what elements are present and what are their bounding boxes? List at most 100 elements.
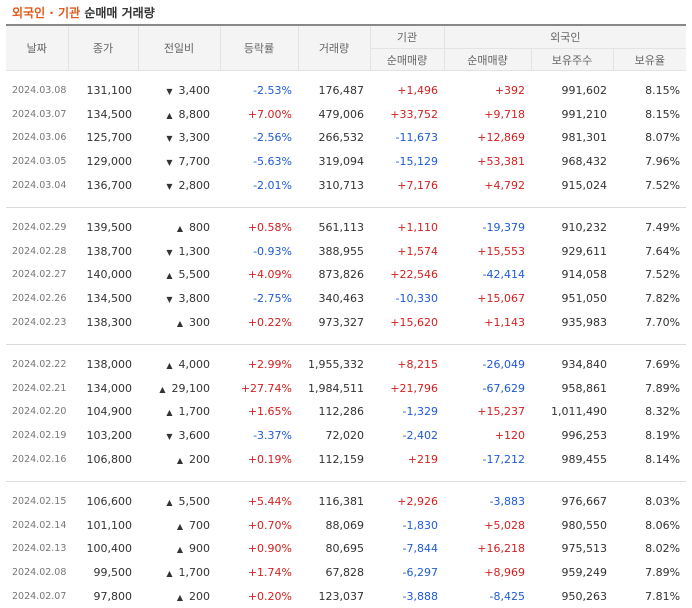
- cell-inst-net-value: +1,574: [397, 244, 438, 258]
- cell-date: 2024.02.13: [6, 537, 68, 561]
- col-header-foreign-net: 순매매량: [443, 48, 531, 71]
- cell-date: 2024.03.08: [6, 79, 68, 103]
- cell-holdings-value: 915,024: [561, 178, 608, 192]
- col-group-foreign: 외국인: [443, 24, 687, 50]
- cell-close: 134,500: [68, 287, 138, 311]
- up-triangle-icon: ▲: [166, 498, 173, 508]
- row-spacer: [6, 333, 687, 345]
- cell-close-value: 104,900: [86, 405, 133, 419]
- cell-ratio: 7.49%: [613, 216, 686, 240]
- cell-close-value: 106,800: [86, 452, 133, 466]
- cell-change-value: 200: [189, 589, 210, 603]
- cell-rate: +1.74%: [220, 561, 298, 585]
- cell-ratio: 7.82%: [613, 287, 686, 311]
- cell-ratio-value: 8.02%: [645, 542, 681, 556]
- cell-foreign-net-value: -26,049: [482, 358, 525, 372]
- cell-rate: -0.93%: [220, 240, 298, 264]
- cell-rate-value: +0.20%: [247, 589, 292, 603]
- cell-close: 106,800: [68, 447, 138, 471]
- cell-close: 97,800: [68, 584, 138, 608]
- cell-volume: 873,826: [298, 263, 370, 287]
- cell-volume: 72,020: [298, 424, 370, 448]
- cell-inst-net-value: +8,215: [397, 358, 438, 372]
- cell-inst-net: +7,176: [370, 173, 444, 197]
- cell-foreign-net-value: +15,553: [477, 244, 525, 258]
- cell-ratio-value: 8.06%: [645, 518, 681, 532]
- cell-change-value: 8,800: [178, 107, 211, 121]
- cell-close: 134,000: [68, 377, 138, 401]
- up-triangle-icon: ▲: [166, 408, 173, 418]
- cell-volume-value: 388,955: [318, 244, 365, 258]
- cell-volume: 1,955,332: [298, 353, 370, 377]
- cell-volume-value: 319,094: [318, 155, 365, 169]
- cell-close-value: 125,700: [86, 131, 133, 145]
- cell-volume-value: 112,286: [318, 405, 365, 419]
- cell-change-value: 700: [189, 518, 210, 532]
- cell-volume: 1,984,511: [298, 377, 370, 401]
- table-row: 2024.02.16 106,800 ▲ 200 +0.19% 112,159 +219 -1…: [6, 447, 686, 471]
- cell-close: 139,500: [68, 216, 138, 240]
- cell-date: 2024.02.23: [6, 310, 68, 334]
- cell-inst-net-value: +1,496: [397, 84, 438, 98]
- cell-date-value: 2024.03.07: [12, 108, 67, 120]
- cell-holdings: 959,249: [531, 561, 613, 585]
- table-row: 2024.02.07 97,800 ▲ 200 +0.20% 123,037 -3,888 -…: [6, 584, 686, 608]
- cell-change: ▼ 2,800: [138, 173, 220, 197]
- up-triangle-icon: ▲: [166, 568, 173, 578]
- cell-date-value: 2024.02.13: [12, 543, 67, 555]
- cell-inst-net: -2,402: [370, 424, 444, 448]
- cell-rate: -2.53%: [220, 79, 298, 103]
- cell-date: 2024.02.16: [6, 447, 68, 471]
- cell-holdings: 976,667: [531, 490, 613, 514]
- cell-volume: 388,955: [298, 240, 370, 264]
- cell-foreign-net-value: -17,212: [482, 452, 525, 466]
- col-header-volume: 거래량: [297, 24, 370, 71]
- cell-holdings-value: 980,550: [561, 518, 608, 532]
- cell-rate: -5.63%: [220, 150, 298, 174]
- cell-volume: 112,286: [298, 400, 370, 424]
- row-spacer: [6, 470, 687, 482]
- cell-holdings: 929,611: [531, 240, 613, 264]
- cell-volume: 973,327: [298, 310, 370, 334]
- cell-close-value: 101,100: [86, 518, 133, 532]
- table-row: 2024.02.13 100,400 ▲ 900 +0.90% 80,695 -7,844 +…: [6, 537, 686, 561]
- cell-holdings: 950,263: [531, 584, 613, 608]
- cell-date: 2024.03.07: [6, 103, 68, 127]
- cell-ratio-value: 7.64%: [645, 244, 681, 258]
- cell-change: ▼ 3,400: [138, 79, 220, 103]
- cell-close: 129,000: [68, 150, 138, 174]
- cell-holdings: 980,550: [531, 514, 613, 538]
- cell-inst-net: +22,546: [370, 263, 444, 287]
- cell-volume-value: 479,006: [318, 107, 365, 121]
- cell-close: 138,700: [68, 240, 138, 264]
- cell-holdings: 951,050: [531, 287, 613, 311]
- cell-volume: 116,381: [298, 490, 370, 514]
- cell-change: ▲ 4,000: [138, 353, 220, 377]
- cell-change-value: 1,300: [178, 244, 211, 258]
- cell-rate-value: +1.74%: [247, 565, 292, 579]
- table-row: 2024.02.19 103,200 ▼ 3,600 -3.37% 72,020 -2,40…: [6, 424, 686, 448]
- cell-volume-value: 123,037: [318, 589, 365, 603]
- cell-close-value: 97,800: [93, 589, 133, 603]
- table-row: 2024.02.26 134,500 ▼ 3,800 -2.75% 340,463 -10,…: [6, 287, 686, 311]
- up-triangle-icon: ▲: [166, 110, 173, 120]
- up-triangle-icon: ▲: [176, 545, 183, 555]
- cell-close: 99,500: [68, 561, 138, 585]
- cell-change-value: 800: [189, 221, 210, 235]
- cell-inst-net-value: -7,844: [402, 542, 438, 556]
- cell-ratio-value: 8.03%: [645, 495, 681, 509]
- cell-rate: +5.44%: [220, 490, 298, 514]
- table-row: 2024.02.29 139,500 ▲ 800 +0.58% 561,113 +1,110…: [6, 216, 686, 240]
- cell-foreign-net: -3,883: [444, 490, 531, 514]
- cell-holdings: 958,861: [531, 377, 613, 401]
- cell-inst-net-value: -10,330: [395, 292, 438, 306]
- cell-date: 2024.03.04: [6, 173, 68, 197]
- cell-volume-value: 561,113: [318, 221, 365, 235]
- cell-rate: +0.22%: [220, 310, 298, 334]
- cell-date-value: 2024.02.15: [12, 496, 67, 508]
- cell-foreign-net-value: +53,381: [477, 155, 525, 169]
- cell-volume-value: 88,069: [325, 518, 365, 532]
- table-row: 2024.02.20 104,900 ▲ 1,700 +1.65% 112,286 -1,3…: [6, 400, 686, 424]
- cell-inst-net-value: -1,329: [402, 405, 438, 419]
- up-triangle-icon: ▲: [176, 592, 183, 602]
